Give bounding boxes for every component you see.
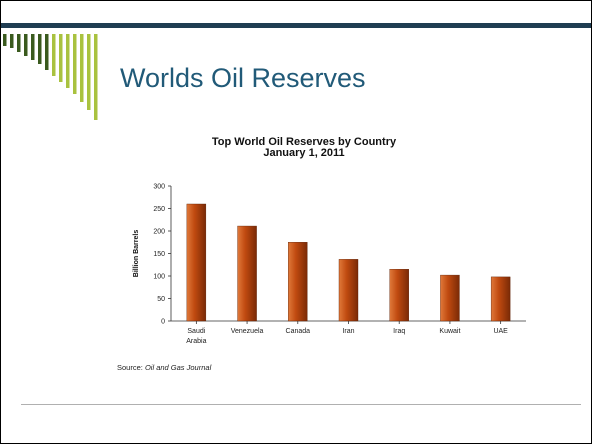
stripe bbox=[52, 34, 56, 76]
bar bbox=[288, 242, 308, 322]
stripe bbox=[45, 34, 49, 70]
x-tick-label: Arabia bbox=[186, 338, 206, 345]
stripe bbox=[59, 34, 63, 82]
bar bbox=[440, 274, 460, 322]
source-name: Oil and Gas Journal bbox=[144, 363, 212, 372]
x-tick-label: Canada bbox=[286, 328, 311, 335]
chart-title: Top World Oil Reserves by Country bbox=[211, 136, 397, 148]
source-note: Source: Oil and Gas Journal bbox=[117, 363, 211, 372]
bar bbox=[490, 276, 511, 322]
stripe bbox=[87, 34, 91, 110]
y-tick-label: 300 bbox=[153, 184, 165, 191]
x-tick-label: UAE bbox=[493, 328, 508, 335]
bar bbox=[338, 259, 359, 322]
stripe bbox=[24, 34, 28, 56]
stripe bbox=[66, 34, 70, 88]
source-label: Source: bbox=[117, 363, 143, 372]
bar bbox=[186, 203, 207, 322]
x-tick-label: Saudi bbox=[187, 328, 205, 335]
x-tick-label: Venezuela bbox=[231, 328, 264, 335]
bar bbox=[389, 269, 409, 322]
y-tick-label: 250 bbox=[153, 206, 165, 213]
chart-subtitle: January 1, 2011 bbox=[263, 147, 345, 159]
y-tick-label: 0 bbox=[161, 319, 165, 326]
stripe bbox=[17, 34, 21, 52]
x-tick-label: Iraq bbox=[393, 328, 405, 335]
decorative-stripes bbox=[3, 34, 98, 120]
x-tick-label: Kuwait bbox=[439, 328, 460, 335]
top-accent-bar bbox=[1, 23, 591, 28]
stripe bbox=[10, 34, 14, 48]
y-tick-label: 200 bbox=[153, 229, 165, 236]
y-axis-label: Billion Barrels bbox=[133, 230, 140, 278]
stripe bbox=[31, 34, 35, 60]
stripe bbox=[80, 34, 84, 102]
y-tick-label: 100 bbox=[153, 274, 165, 281]
x-tick-label: Iran bbox=[342, 328, 354, 335]
stripe bbox=[3, 34, 7, 46]
bar bbox=[237, 225, 257, 322]
stripe bbox=[94, 34, 98, 120]
slide-title: Worlds Oil Reserves bbox=[120, 63, 366, 93]
stripe bbox=[38, 34, 42, 64]
bottom-divider bbox=[21, 404, 581, 405]
y-tick-label: 150 bbox=[153, 251, 165, 258]
stripe bbox=[73, 34, 77, 94]
y-tick-label: 50 bbox=[157, 296, 165, 303]
